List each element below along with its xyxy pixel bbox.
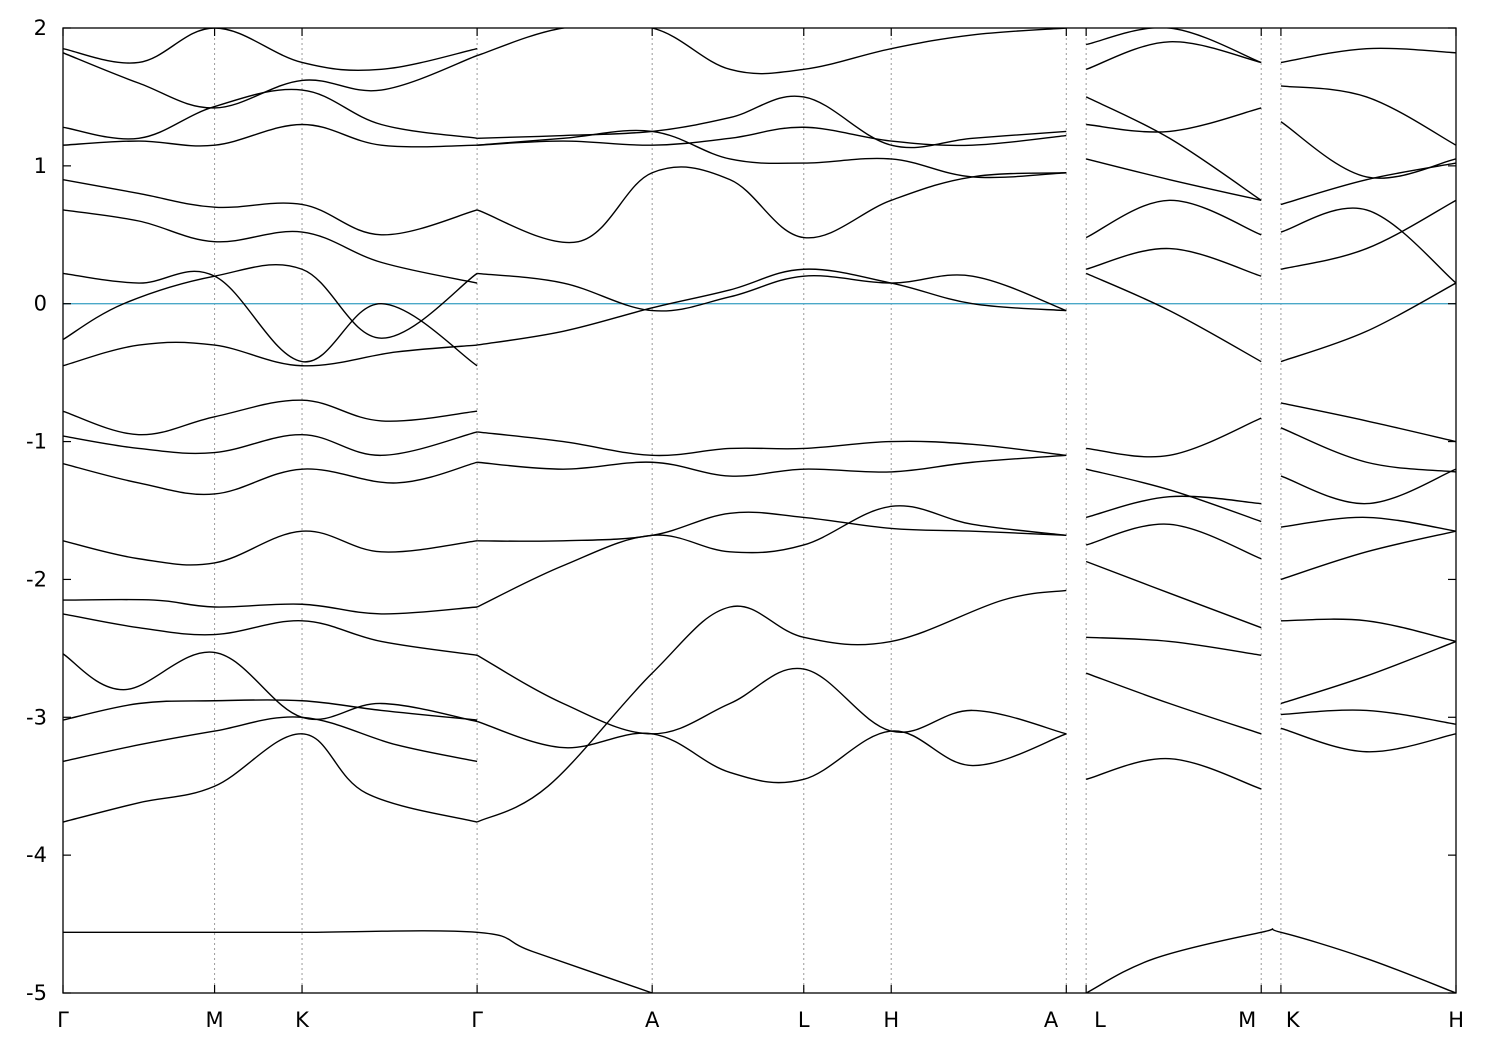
- kpoint-label-2: K: [295, 1008, 310, 1032]
- band-line-34: [476, 28, 1067, 75]
- band-line-38: [1085, 560, 1262, 629]
- band-line-2: [63, 733, 478, 823]
- band-line-65: [1280, 85, 1456, 146]
- band-line-40: [1085, 495, 1262, 519]
- kpoint-label-4: A: [645, 1008, 660, 1032]
- kpoint-label-6: H: [883, 1008, 899, 1032]
- band-line-25: [476, 589, 1067, 823]
- y-tick-label-3: -1: [26, 430, 47, 454]
- band-line-52: [1280, 709, 1456, 725]
- band-line-30: [476, 166, 1067, 244]
- band-line-27: [477, 454, 1067, 477]
- band-line-62: [1280, 207, 1456, 284]
- kpoint-label-1: M: [206, 1008, 224, 1032]
- band-line-53: [1280, 640, 1456, 705]
- band-line-20: [63, 28, 478, 72]
- band-line-21: [477, 511, 1067, 542]
- y-tick-label-6: -4: [26, 843, 47, 867]
- band-line-37: [1086, 636, 1262, 656]
- band-line-3: [63, 716, 478, 763]
- band-line-35: [1085, 757, 1262, 790]
- y-tick-label-0: 2: [34, 16, 47, 40]
- band-line-55: [1280, 530, 1456, 581]
- band-line-8: [63, 530, 478, 566]
- band-line-33: [477, 126, 1067, 147]
- bands-group: [63, 28, 1456, 993]
- band-line-51: [1280, 727, 1456, 753]
- band-line-4: [63, 699, 478, 721]
- kpoint-label-11: H: [1448, 1008, 1464, 1032]
- band-line-60: [1280, 282, 1456, 363]
- band-line-59: [1280, 402, 1456, 443]
- band-line-41: [1085, 468, 1262, 523]
- y-tick-label-7: -5: [26, 981, 47, 1005]
- band-line-44: [1085, 247, 1262, 277]
- kpoint-label-0: Γ: [57, 1008, 69, 1032]
- band-line-56: [1280, 516, 1456, 532]
- band-line-17: [63, 123, 478, 148]
- band-line-42: [1086, 417, 1262, 458]
- band-line-15: [63, 209, 478, 284]
- band-line-24: [476, 720, 1067, 784]
- band-line-47: [1086, 107, 1262, 133]
- band-line-13: [63, 263, 478, 341]
- band-line-23: [476, 654, 1067, 735]
- band-line-57: [1280, 468, 1456, 505]
- band-line-0: [63, 930, 653, 993]
- band-line-66: [1280, 47, 1456, 64]
- band-line-31: [477, 129, 1067, 179]
- band-line-5: [63, 651, 478, 723]
- band-line-19: [63, 52, 478, 109]
- kpoint-label-3: Γ: [471, 1008, 483, 1032]
- band-line-11: [63, 399, 478, 436]
- band-line-48: [1085, 96, 1262, 201]
- band-line-45: [1085, 199, 1262, 239]
- band-line-26: [477, 431, 1067, 457]
- band-line-7: [63, 598, 478, 615]
- band-line-22: [476, 505, 1067, 608]
- y-tick-label-2: 0: [34, 292, 47, 316]
- kpoint-label-10: K: [1286, 1008, 1301, 1032]
- band-line-36: [1085, 672, 1262, 735]
- band-line-1: [1085, 928, 1456, 993]
- band-line-43: [1085, 272, 1262, 363]
- y-tick-label-5: -3: [26, 705, 47, 729]
- band-line-50: [1086, 28, 1262, 64]
- band-line-6: [63, 613, 478, 656]
- band-line-10: [63, 431, 478, 457]
- band-line-64: [1280, 121, 1456, 179]
- band-line-12: [63, 341, 478, 367]
- kpoint-label-7: A: [1044, 1008, 1059, 1032]
- kpoint-label-5: L: [798, 1008, 810, 1032]
- y-tick-label-1: 1: [34, 154, 47, 178]
- band-line-54: [1280, 618, 1456, 643]
- kpoint-label-9: M: [1238, 1008, 1256, 1032]
- band-line-28: [476, 268, 1067, 346]
- band-line-61: [1280, 199, 1456, 270]
- band-line-16: [63, 178, 478, 236]
- plot-frame: [62, 27, 1457, 994]
- band-line-58: [1280, 427, 1456, 473]
- band-line-39: [1085, 523, 1262, 560]
- band-line-63: [1280, 162, 1456, 206]
- y-tick-labels: 2 1 0 -1 -2 -3 -4 -5: [26, 16, 47, 1005]
- band-line-29: [477, 272, 1067, 312]
- kpoint-label-8: L: [1094, 1008, 1106, 1032]
- band-line-14: [63, 270, 478, 367]
- band-line-49: [1085, 41, 1262, 71]
- band-line-46: [1085, 158, 1262, 202]
- band-line-9: [63, 461, 478, 496]
- y-tick-label-4: -2: [26, 567, 47, 591]
- band-line-32: [477, 95, 1067, 149]
